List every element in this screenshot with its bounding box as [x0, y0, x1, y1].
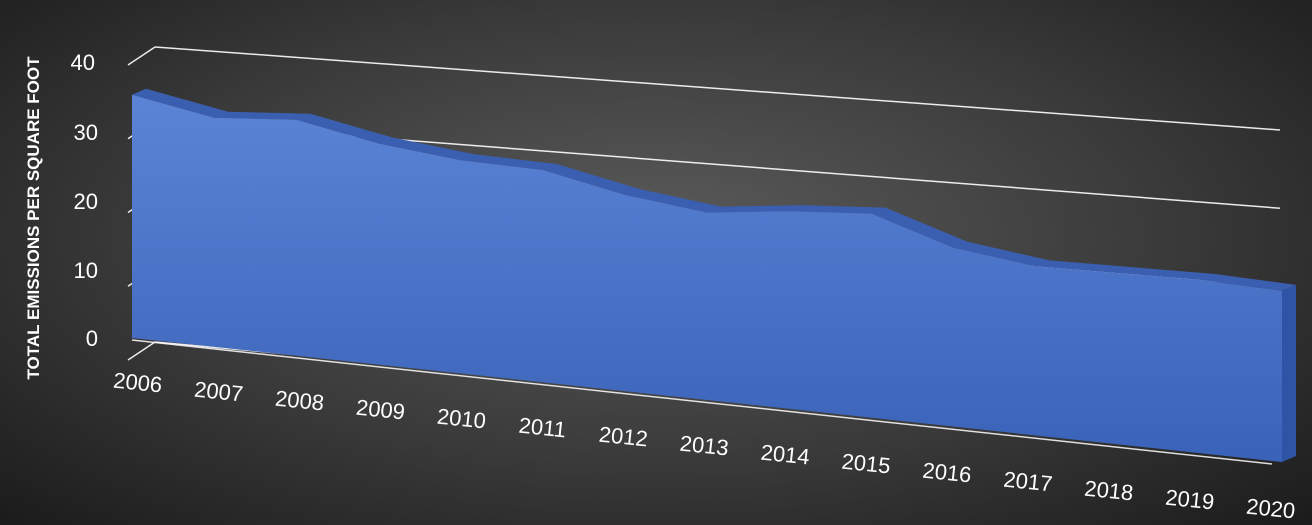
data-point-2020: [1281, 289, 1284, 292]
y-tick-label-40: 40: [71, 50, 95, 75]
x-tick-label-2012: 2012: [598, 422, 649, 452]
x-tick-label-2015: 2015: [840, 449, 891, 479]
data-point-2009: [377, 142, 380, 145]
x-tick-label-2020: 2020: [1245, 494, 1296, 524]
gridline-40: [154, 46, 1281, 131]
x-tick-label-2017: 2017: [1002, 467, 1053, 497]
x-tick-label-2009: 2009: [355, 395, 406, 425]
data-point-2017: [1034, 265, 1037, 268]
area-series: [131, 88, 1296, 462]
data-point-2015: [870, 212, 873, 215]
data-point-2008: [295, 118, 298, 121]
gridline-stub-40: [127, 46, 156, 66]
data-point-2018: [1116, 272, 1119, 275]
floor-edge-line: [131, 339, 1273, 465]
x-tick-label-2019: 2019: [1164, 485, 1215, 515]
area-face: [132, 94, 1282, 462]
x-tick-label-2011: 2011: [518, 413, 568, 443]
area-right-side: [1282, 284, 1296, 462]
y-tick-label-0: 0: [86, 326, 98, 351]
x-tick-label-2013: 2013: [679, 431, 730, 461]
x-tick-label-2008: 2008: [274, 386, 325, 416]
data-point-2014: [788, 210, 791, 213]
x-tick-label-2006: 2006: [112, 368, 163, 398]
x-tick-label-2016: 2016: [921, 458, 972, 488]
data-point-2013: [706, 211, 709, 214]
x-tick-label-2007: 2007: [193, 377, 244, 407]
gridline-stub-0: [127, 341, 156, 361]
data-point-2011: [541, 168, 544, 171]
x-axis-ticks: 2006 2007 2008 2009 2010 2011 2012 2013 2014 2015…: [112, 368, 1296, 524]
data-point-2019: [1198, 278, 1201, 281]
y-tick-label-10: 10: [74, 258, 98, 283]
data-point-2006: [131, 93, 134, 96]
y-tick-label-20: 20: [74, 189, 98, 214]
y-axis-ticks: 0 10 20 30 40: [71, 50, 98, 351]
data-point-2012: [623, 193, 626, 196]
x-tick-label-2010: 2010: [436, 404, 487, 434]
data-point-2016: [952, 246, 955, 249]
x-tick-label-2014: 2014: [760, 440, 811, 470]
y-tick-label-30: 30: [74, 120, 98, 145]
x-tick-label-2018: 2018: [1083, 476, 1134, 506]
data-point-2010: [459, 159, 462, 162]
data-point-2007: [213, 116, 216, 119]
y-axis-title: TOTAL EMISSIONS PER SQUARE FOOT: [24, 56, 43, 380]
